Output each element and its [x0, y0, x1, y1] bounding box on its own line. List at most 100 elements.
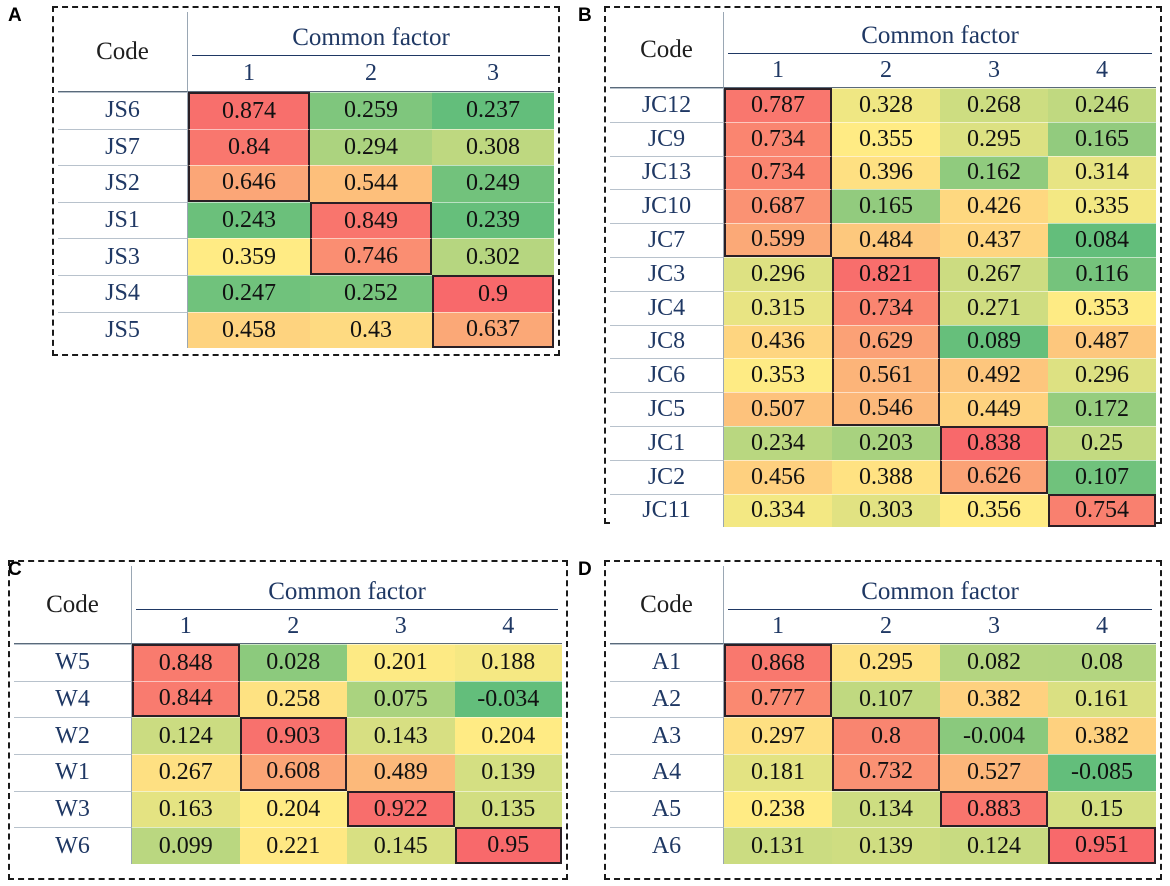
- row-code-jc2: JC2: [610, 459, 724, 494]
- loading-cell-a1-f4: 0.08: [1048, 644, 1156, 681]
- loading-cell-w4-f3: 0.075: [347, 680, 455, 718]
- factor-header-1: 1: [132, 610, 240, 644]
- factor-header-2: 2: [832, 54, 940, 88]
- row-code-jc10: JC10: [610, 189, 724, 224]
- loading-cell-w2-f2: 0.903: [239, 717, 347, 755]
- common-factor-header: Common factor: [728, 566, 1152, 610]
- loading-cell-js6-f3: 0.237: [432, 92, 554, 129]
- loading-cell-jc3-f1: 0.296: [724, 256, 832, 291]
- loading-grid: Code Common factor 1 2 3 4 JC12 0.787 0.328 0.268…: [610, 12, 1156, 528]
- loading-grid: Code Common factor 1 2 3 4 W5 0.848 0.028 0.201 0.…: [14, 566, 562, 865]
- row-code-jc11: JC11: [610, 493, 724, 528]
- loading-cell-jc6-f2: 0.561: [832, 358, 940, 393]
- loading-cell-jc1-f1: 0.234: [724, 425, 832, 460]
- row-code-a4: A4: [610, 754, 724, 791]
- loading-grid: Code Common factor 1 2 3 JS6 0.874 0.259 0.237 JS…: [58, 12, 554, 349]
- row-code-w1: W1: [14, 754, 132, 791]
- row-code-jc6: JC6: [610, 358, 724, 393]
- loading-cell-jc5-f3: 0.449: [940, 392, 1048, 426]
- factor-header-2: 2: [310, 56, 432, 92]
- loading-cell-jc10-f3: 0.426: [940, 189, 1048, 224]
- loading-cell-w4-f1: 0.844: [132, 680, 240, 718]
- loading-cell-a6-f1: 0.131: [724, 827, 832, 865]
- row-code-jc8: JC8: [610, 324, 724, 359]
- panel-c-table: Code Common factor 1 2 3 4 W5 0.848 0.028 0.201 0.…: [8, 560, 568, 880]
- panel-label-c: C: [8, 559, 22, 580]
- loading-cell-a6-f2: 0.139: [832, 827, 940, 865]
- loading-cell-js1-f3: 0.239: [432, 201, 554, 239]
- factor-header-4: 4: [1048, 610, 1156, 644]
- loading-cell-jc4-f3: 0.271: [940, 290, 1048, 325]
- loading-cell-a3-f2: 0.8: [832, 717, 940, 755]
- factor-header-1: 1: [188, 56, 310, 92]
- loading-cell-jc12-f2: 0.328: [832, 88, 940, 122]
- common-factor-header: Common factor: [728, 12, 1152, 54]
- factor-header-3: 3: [940, 610, 1048, 644]
- loading-cell-jc6-f3: 0.492: [940, 358, 1048, 393]
- loading-cell-jc1-f3: 0.838: [940, 425, 1048, 460]
- row-code-jc9: JC9: [610, 121, 724, 156]
- loading-cell-jc10-f4: 0.335: [1048, 189, 1156, 224]
- loading-cell-a1-f2: 0.295: [832, 644, 940, 681]
- loading-cell-jc7-f1: 0.599: [724, 223, 832, 257]
- loading-cell-w1-f3: 0.489: [347, 754, 455, 791]
- loading-cell-jc1-f2: 0.203: [832, 425, 940, 460]
- factor-header-2: 2: [832, 610, 940, 644]
- loading-cell-jc6-f4: 0.296: [1048, 358, 1156, 393]
- loading-cell-a2-f2: 0.107: [832, 680, 940, 718]
- loading-cell-a5-f2: 0.134: [832, 790, 940, 828]
- loading-grid: Code Common factor 1 2 3 4 A1 0.868 0.295 0.082 0.…: [610, 566, 1156, 865]
- loading-cell-js4-f2: 0.252: [310, 274, 432, 312]
- loading-cell-jc3-f2: 0.821: [832, 256, 940, 291]
- loading-cell-w1-f1: 0.267: [132, 754, 240, 791]
- loading-cell-jc2-f1: 0.456: [724, 459, 832, 494]
- code-header: Code: [610, 12, 724, 88]
- loading-cell-a5-f3: 0.883: [940, 790, 1048, 828]
- loading-cell-js7-f1: 0.84: [188, 128, 310, 166]
- loading-cell-js3-f2: 0.746: [310, 238, 432, 275]
- loading-cell-js4-f3: 0.9: [432, 274, 554, 312]
- loading-cell-jc4-f4: 0.353: [1048, 290, 1156, 325]
- loading-cell-jc13-f1: 0.734: [724, 155, 832, 190]
- row-code-a2: A2: [610, 680, 724, 718]
- loading-cell-js2-f1: 0.646: [188, 165, 310, 202]
- loading-cell-jc10-f2: 0.165: [832, 189, 940, 224]
- panel-label-b: B: [578, 5, 592, 26]
- factor-header-3: 3: [347, 610, 455, 644]
- loading-cell-a6-f3: 0.124: [940, 827, 1048, 865]
- factor-header-4: 4: [1048, 54, 1156, 88]
- loading-cell-a3-f1: 0.297: [724, 717, 832, 755]
- row-code-w5: W5: [14, 644, 132, 681]
- loading-cell-jc9-f4: 0.165: [1048, 121, 1156, 156]
- loading-cell-jc7-f3: 0.437: [940, 223, 1048, 257]
- loading-cell-a2-f3: 0.382: [940, 680, 1048, 718]
- panel-label-a: A: [8, 5, 22, 26]
- loading-cell-js2-f2: 0.544: [310, 165, 432, 202]
- loading-cell-jc8-f4: 0.487: [1048, 324, 1156, 359]
- loading-cell-js1-f2: 0.849: [310, 201, 432, 239]
- code-header: Code: [58, 12, 188, 92]
- row-code-jc1: JC1: [610, 425, 724, 460]
- loading-cell-w2-f1: 0.124: [132, 717, 240, 755]
- loading-cell-jc6-f1: 0.353: [724, 358, 832, 393]
- factor-header-1: 1: [724, 610, 832, 644]
- loading-cell-w6-f2: 0.221: [239, 827, 347, 865]
- loading-cell-jc3-f3: 0.267: [940, 256, 1048, 291]
- factor-header-2: 2: [239, 610, 347, 644]
- loading-cell-jc8-f1: 0.436: [724, 324, 832, 359]
- row-code-jc5: JC5: [610, 392, 724, 426]
- loading-cell-jc11-f4: 0.754: [1048, 493, 1156, 528]
- row-code-w2: W2: [14, 717, 132, 755]
- row-code-jc13: JC13: [610, 155, 724, 190]
- loading-cell-a4-f1: 0.181: [724, 754, 832, 791]
- loading-cell-a3-f4: 0.382: [1048, 717, 1156, 755]
- loading-cell-js3-f1: 0.359: [188, 238, 310, 275]
- factor-header-1: 1: [724, 54, 832, 88]
- loading-cell-jc7-f4: 0.084: [1048, 223, 1156, 257]
- loading-cell-a2-f1: 0.777: [724, 680, 832, 718]
- code-header: Code: [610, 566, 724, 644]
- loading-cell-jc8-f2: 0.629: [832, 324, 940, 359]
- loading-cell-w3-f1: 0.163: [132, 790, 240, 828]
- loading-cell-w5-f1: 0.848: [132, 644, 240, 681]
- loading-cell-js1-f1: 0.243: [188, 201, 310, 239]
